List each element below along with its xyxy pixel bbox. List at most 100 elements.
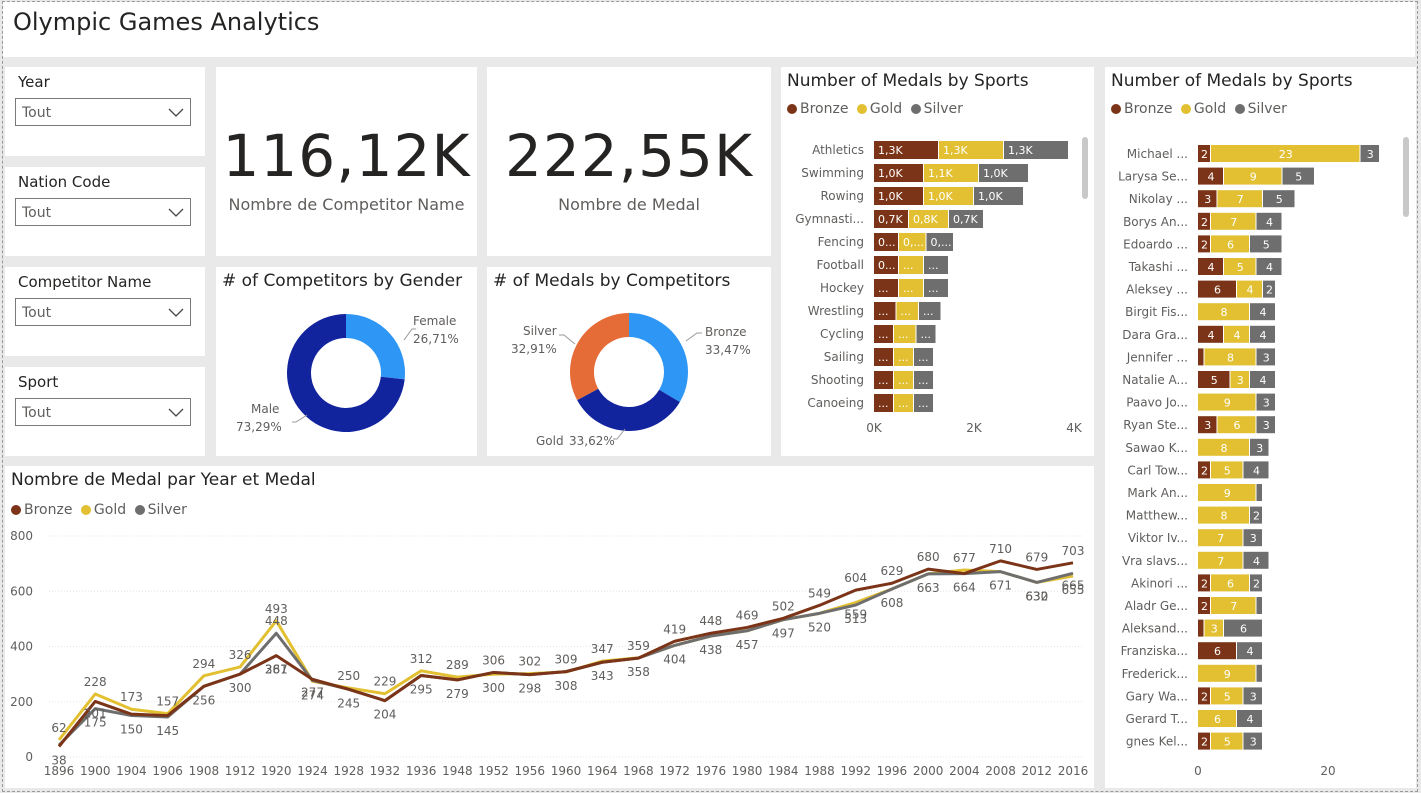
nation-code-dropdown[interactable]: Tout <box>15 198 191 226</box>
bar-segment-gold[interactable] <box>1211 687 1243 705</box>
bar-segment-gold[interactable] <box>899 233 926 251</box>
competitor-name-dropdown[interactable]: Tout <box>15 298 191 326</box>
bar-segment-gold[interactable] <box>1198 710 1236 727</box>
bar-segment-bronze[interactable] <box>1198 212 1210 230</box>
donut-slice-gold[interactable] <box>577 388 680 431</box>
bar-segment-gold[interactable] <box>1224 167 1282 185</box>
bar-segment-gold[interactable] <box>1198 664 1256 682</box>
bar-segment-gold[interactable] <box>894 371 913 389</box>
legend-item-silver[interactable]: Silver <box>1234 101 1287 117</box>
bar-segment-silver[interactable] <box>1256 258 1282 275</box>
legend-item-bronze[interactable]: Bronze <box>11 502 72 518</box>
bar-segment-silver[interactable] <box>1360 145 1380 162</box>
sport-dropdown[interactable]: Tout <box>15 398 191 426</box>
year-dropdown[interactable]: Tout <box>15 98 191 126</box>
bar-segment-gold[interactable] <box>1211 145 1360 162</box>
bar-segment-gold[interactable] <box>1217 190 1263 208</box>
bar-segment-gold[interactable] <box>1198 484 1256 501</box>
bar-segment-bronze[interactable] <box>874 210 908 228</box>
bar-segment-gold[interactable] <box>1211 732 1243 750</box>
bar-segment-bronze[interactable] <box>1198 280 1236 298</box>
bar-segment-gold[interactable] <box>896 302 919 320</box>
bar-segment-silver[interactable] <box>919 302 941 320</box>
donut-slice-male[interactable] <box>287 314 405 432</box>
bar-segment-bronze[interactable] <box>1198 642 1236 660</box>
bar-segment-bronze[interactable] <box>1198 235 1210 253</box>
bar-segment-gold[interactable] <box>1198 506 1249 524</box>
bar-segment-gold[interactable] <box>899 256 923 274</box>
bar-segment-gold[interactable] <box>894 394 913 412</box>
bar-segment-bronze[interactable] <box>874 348 893 366</box>
bar-segment-bronze[interactable] <box>1198 732 1210 750</box>
bar-segment-gold[interactable] <box>894 348 913 366</box>
bar-segment-gold[interactable] <box>924 187 973 205</box>
bar-segment-gold[interactable] <box>1198 438 1249 456</box>
bar-segment-gold[interactable] <box>1211 235 1249 253</box>
bar-segment-silver[interactable] <box>1256 664 1263 682</box>
bar-segment-bronze[interactable] <box>874 187 923 205</box>
bar-segment-gold[interactable] <box>1224 325 1249 343</box>
bar-segment-silver[interactable] <box>1243 687 1263 705</box>
legend-item-gold[interactable]: Gold <box>80 502 126 518</box>
bar-segment-bronze[interactable] <box>1198 687 1210 705</box>
bar-segment-silver[interactable] <box>1256 416 1276 434</box>
bar-segment-silver[interactable] <box>1250 325 1275 343</box>
donut-slice-female[interactable] <box>346 314 405 380</box>
bar-segment-silver[interactable] <box>1256 212 1282 230</box>
bar-segment-silver[interactable] <box>1243 551 1269 569</box>
bar-segment-gold[interactable] <box>1217 416 1256 434</box>
bar-segment-silver[interactable] <box>1237 642 1262 660</box>
bar-segment-silver[interactable] <box>1237 710 1262 727</box>
legend-item-bronze[interactable]: Bronze <box>787 101 848 117</box>
donut-slice-bronze[interactable] <box>629 313 688 402</box>
bar-segment-bronze[interactable] <box>1198 371 1230 388</box>
bar-segment-silver[interactable] <box>1256 393 1276 411</box>
bar-segment-bronze[interactable] <box>874 279 898 297</box>
series-line-bronze[interactable] <box>57 559 1074 748</box>
bar-segment-silver[interactable] <box>979 164 1028 182</box>
donut-slice-silver[interactable] <box>570 313 629 401</box>
bar-segment-silver[interactable] <box>949 210 983 228</box>
scrollbar-thumb[interactable] <box>1082 137 1088 199</box>
bar-segment-silver[interactable] <box>926 233 954 251</box>
gender-donut-chart[interactable]: # of Competitors by Gender Female 26,71%… <box>216 267 477 456</box>
bar-segment-gold[interactable] <box>1198 529 1243 547</box>
bar-segment-silver[interactable] <box>1250 506 1262 524</box>
bar-segment-silver[interactable] <box>1256 484 1263 501</box>
bar-segment-silver[interactable] <box>914 371 933 389</box>
bar-segment-silver[interactable] <box>1243 461 1269 479</box>
bar-segment-gold[interactable] <box>924 164 978 182</box>
bar-segment-bronze[interactable] <box>1198 619 1204 637</box>
bar-segment-silver[interactable] <box>1256 597 1263 614</box>
bar-segment-bronze[interactable] <box>1198 348 1204 366</box>
scrollbar-thumb[interactable] <box>1403 137 1409 217</box>
bar-segment-bronze[interactable] <box>874 371 893 389</box>
bar-segment-silver[interactable] <box>924 256 948 274</box>
bar-segment-bronze[interactable] <box>1198 574 1210 592</box>
bar-segment-silver[interactable] <box>1250 235 1282 253</box>
bar-segment-gold[interactable] <box>909 210 948 228</box>
bar-segment-bronze[interactable] <box>1198 416 1217 434</box>
bar-segment-silver[interactable] <box>1263 190 1295 208</box>
bar-segment-bronze[interactable] <box>874 302 896 320</box>
bar-segment-silver[interactable] <box>1243 732 1263 750</box>
bar-segment-gold[interactable] <box>1198 551 1243 569</box>
bar-segment-silver[interactable] <box>1282 167 1315 185</box>
bar-segment-gold[interactable] <box>1198 303 1249 321</box>
bar-segment-bronze[interactable] <box>874 141 938 159</box>
bar-segment-bronze[interactable] <box>1198 190 1217 208</box>
bar-segment-silver[interactable] <box>1243 529 1263 547</box>
bar-segment-bronze[interactable] <box>874 325 893 343</box>
bar-segment-gold[interactable] <box>1198 393 1256 411</box>
bar-segment-silver[interactable] <box>1263 280 1275 298</box>
bar-segment-bronze[interactable] <box>874 256 898 274</box>
bar-segment-gold[interactable] <box>894 325 916 343</box>
bar-segment-bronze[interactable] <box>1198 325 1223 343</box>
bar-segment-silver[interactable] <box>1224 619 1262 637</box>
bar-segment-gold[interactable] <box>1211 597 1256 614</box>
bar-segment-bronze[interactable] <box>1198 461 1210 479</box>
medals-by-year-line-chart[interactable]: Nombre de Medal par Year et Medal Bronze… <box>5 466 1094 788</box>
bar-segment-silver[interactable] <box>924 279 948 297</box>
bar-segment-gold[interactable] <box>899 279 923 297</box>
bar-segment-silver[interactable] <box>914 348 933 366</box>
